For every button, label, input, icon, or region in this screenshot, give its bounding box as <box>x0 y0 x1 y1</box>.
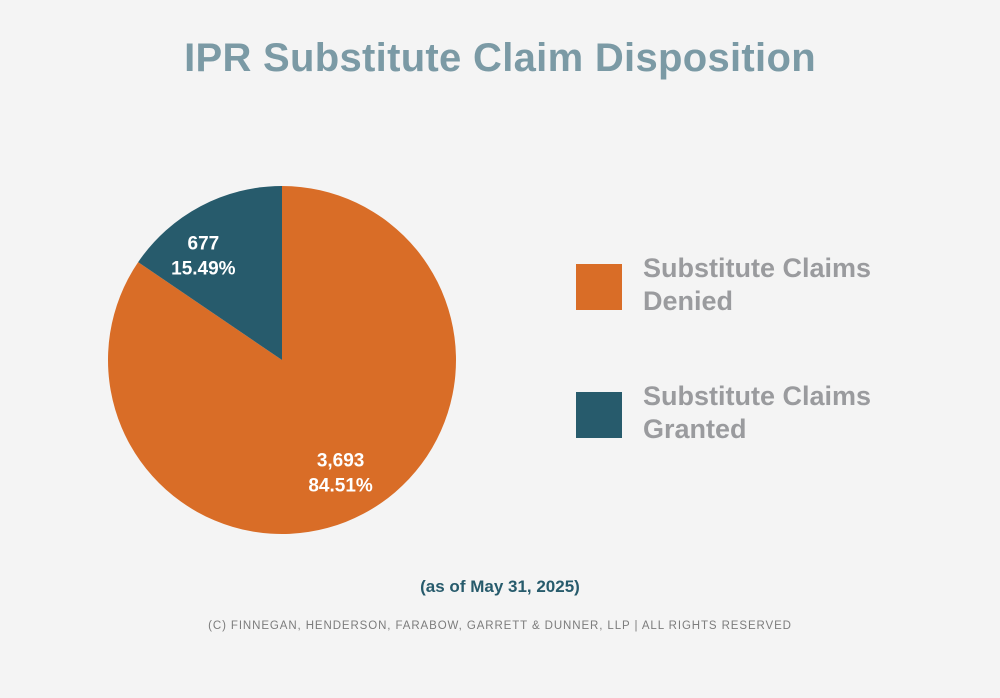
as-of-date: (as of May 31, 2025) <box>420 577 580 596</box>
legend-label-granted-line1: Substitute Claims <box>643 381 872 411</box>
slice-percent-label: 84.51% <box>308 476 373 497</box>
slice-value-label: 677 <box>188 234 220 255</box>
legend-item-granted: Substitute Claims Granted <box>576 381 976 466</box>
legend-swatch-granted <box>576 392 622 438</box>
pie-slices <box>107 186 457 534</box>
chart-title: IPR Substitute Claim Disposition <box>184 36 816 80</box>
slice-percent-label: 15.49% <box>171 259 236 280</box>
slice-value-label: 3,693 <box>317 451 365 472</box>
legend-label-denied-line2: Denied <box>643 286 734 316</box>
copyright-notice: (C) FINNEGAN, HENDERSON, FARABOW, GARRET… <box>208 620 792 632</box>
legend-label-granted-line2: Granted <box>643 414 747 444</box>
legend-label-granted: Substitute Claims Granted <box>643 380 963 446</box>
pie-slice-labels: 3,693 84.51% 677 15.49% <box>171 234 373 497</box>
legend-swatch-denied <box>576 264 622 310</box>
legend-item-denied: Substitute Claims Denied <box>576 253 976 338</box>
legend-label-denied-line1: Substitute Claims <box>643 253 872 283</box>
legend-label-denied: Substitute Claims Denied <box>643 252 963 318</box>
pie-slice-substitute-claims-granted <box>138 186 282 360</box>
